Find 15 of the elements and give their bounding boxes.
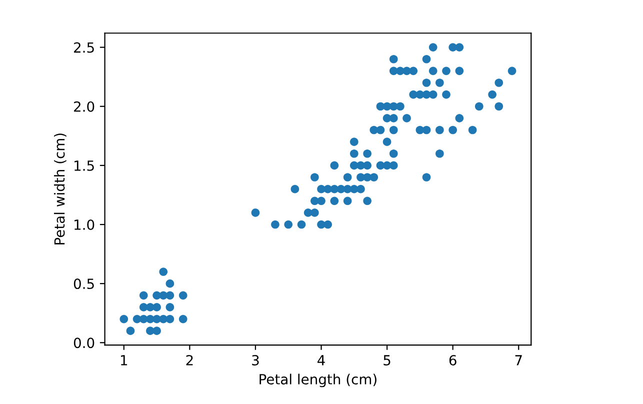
x-tick-label: 3: [252, 354, 259, 366]
y-tick-label: 2.0: [74, 101, 94, 112]
y-tick-label: 0.0: [74, 338, 94, 348]
y-tick-label: 1.5: [74, 160, 94, 171]
x-tick-label: 5: [384, 355, 390, 366]
y-tick-label: 1.0: [74, 219, 94, 230]
y-tick-label: 0.5: [74, 278, 94, 290]
x-tick-label: 2: [186, 354, 193, 366]
y-axis-title: Petal width (cm): [54, 134, 66, 244]
y-tick-label: 2.5: [74, 42, 94, 53]
x-tick-label: 6: [449, 354, 456, 366]
x-axis-title: Petal length (cm): [260, 374, 376, 388]
x-tick-label: 4: [318, 355, 325, 366]
x-tick-label: 7: [515, 355, 522, 366]
x-tick-label: 1: [120, 355, 128, 366]
